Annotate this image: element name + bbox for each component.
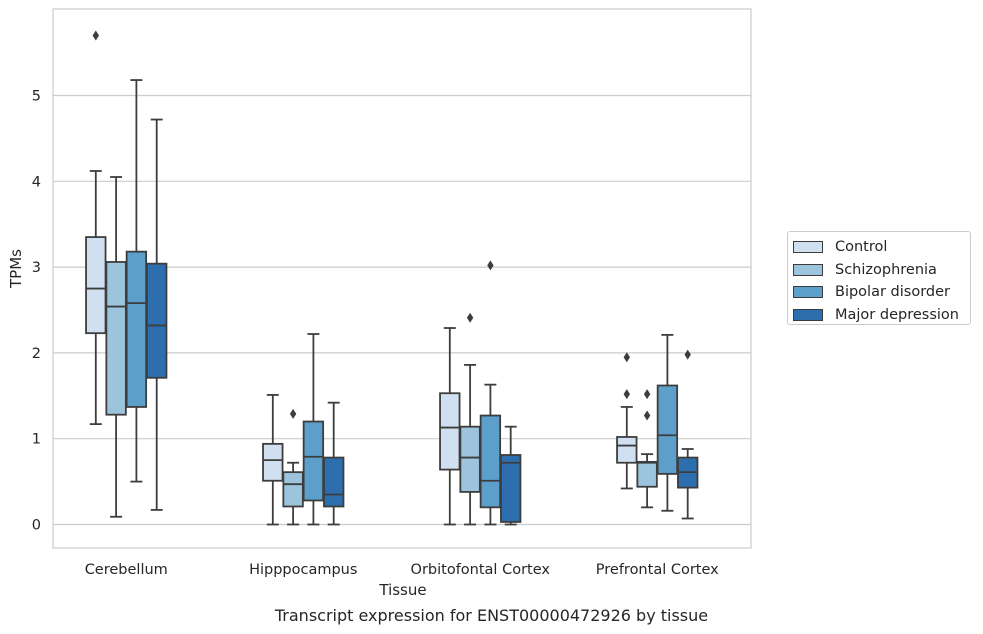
box xyxy=(636,460,658,488)
legend-label: Schizophrenia xyxy=(835,261,937,278)
y-tick-label: 1 xyxy=(32,432,41,448)
legend-label: Control xyxy=(835,239,888,256)
box xyxy=(282,471,304,508)
legend-label: Major depression xyxy=(835,306,959,323)
legend-item: Control xyxy=(793,236,970,259)
box xyxy=(656,384,679,475)
legend-item: Bipolar disorder xyxy=(793,281,970,304)
box xyxy=(146,262,168,379)
outlier-point xyxy=(684,349,691,360)
outlier-point xyxy=(643,410,651,421)
outlier-point xyxy=(466,312,474,323)
outlier-point xyxy=(289,408,297,419)
box xyxy=(302,420,325,502)
x-axis-label: Tissue xyxy=(378,581,426,599)
box xyxy=(616,436,638,464)
legend-item: Schizophrenia xyxy=(793,259,970,282)
x-tick-label: Prefrontal Cortex xyxy=(596,562,719,578)
x-tick-label: Orbitofontal Cortex xyxy=(411,562,551,578)
outlier-point xyxy=(623,389,630,400)
y-tick-label: 3 xyxy=(32,260,41,276)
legend-swatch xyxy=(793,263,823,276)
x-tick-label: Cerebellum xyxy=(85,562,168,578)
outlier-point xyxy=(92,30,99,41)
box xyxy=(85,236,107,335)
box xyxy=(262,442,284,482)
outlier-point xyxy=(487,260,494,271)
y-tick-label: 0 xyxy=(32,518,41,534)
box xyxy=(323,456,345,508)
legend-label: Bipolar disorder xyxy=(835,284,950,301)
box xyxy=(459,425,481,493)
legend-swatch xyxy=(793,241,823,254)
legend-swatch xyxy=(793,286,823,299)
y-tick-label: 4 xyxy=(32,174,41,190)
y-tick-label: 5 xyxy=(32,89,41,105)
y-tick-label: 2 xyxy=(32,346,41,362)
x-tick-label: Hipppocampus xyxy=(249,562,357,578)
chart-legend: Control Schizophrenia Bipolar disorder Majo… xyxy=(787,231,971,325)
legend-swatch xyxy=(793,308,823,321)
box xyxy=(500,454,522,523)
y-axis-label: TPMs xyxy=(7,249,25,289)
box xyxy=(125,250,148,408)
box xyxy=(439,392,461,471)
box xyxy=(479,414,502,509)
outlier-point xyxy=(643,389,651,400)
legend-item: Major depression xyxy=(793,304,970,327)
chart-caption: Transcript expression for ENST0000047292… xyxy=(274,606,709,625)
outlier-point xyxy=(623,352,630,363)
box xyxy=(105,261,127,416)
